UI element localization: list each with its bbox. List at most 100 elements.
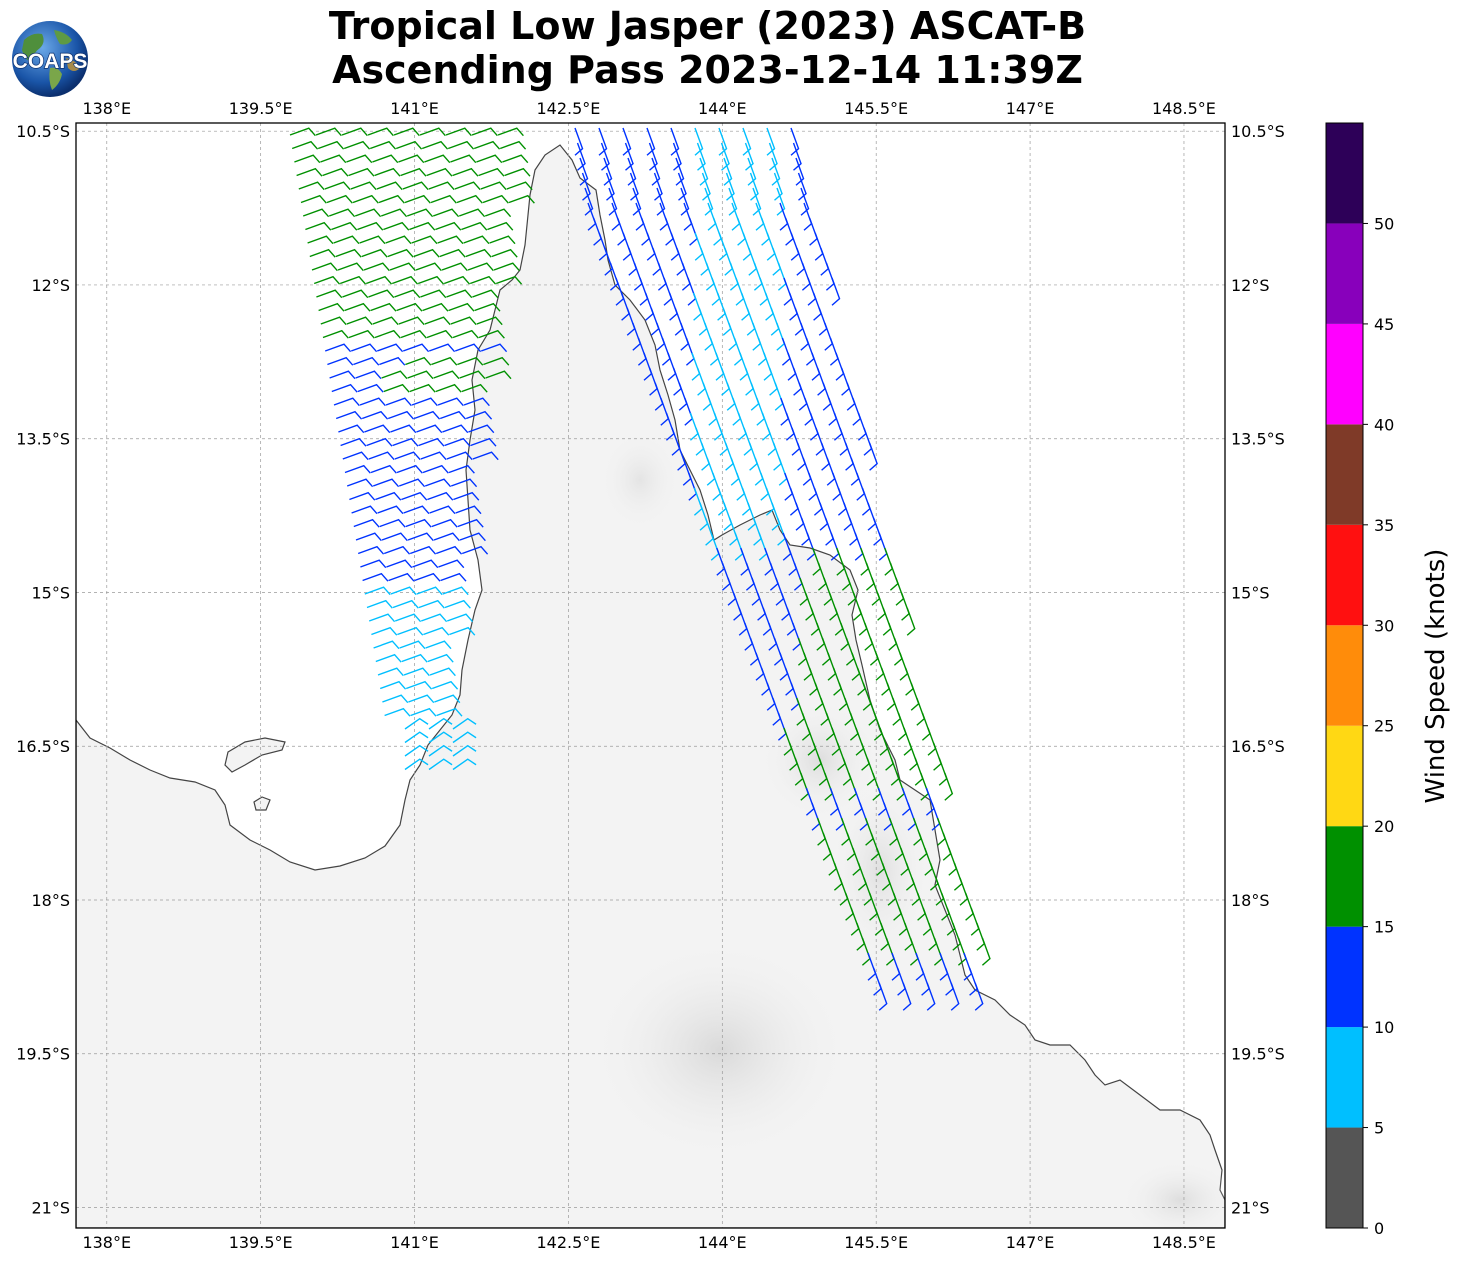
wind-barb bbox=[320, 316, 347, 326]
wind-barb bbox=[766, 127, 776, 156]
wind-barb bbox=[576, 142, 586, 171]
colorbar-bin bbox=[1326, 625, 1363, 726]
wind-barb bbox=[723, 157, 733, 186]
wind-barb bbox=[446, 289, 473, 299]
wind-barb bbox=[339, 275, 367, 285]
wind-barb bbox=[302, 208, 330, 218]
wind-barb bbox=[372, 478, 400, 488]
wind-barb bbox=[699, 157, 709, 186]
lon-tick-label-bottom: 144°E bbox=[698, 1233, 747, 1252]
wind-barb bbox=[447, 140, 475, 150]
wind-barb bbox=[584, 187, 594, 216]
wind-barb bbox=[338, 424, 365, 434]
wind-barb bbox=[370, 464, 397, 474]
wind-barb bbox=[411, 397, 438, 407]
wind-barb bbox=[478, 167, 505, 177]
lat-tick-label-right: 10.5°S bbox=[1231, 122, 1285, 141]
colorbar-tick-label: 40 bbox=[1374, 415, 1394, 434]
wind-barb bbox=[357, 545, 385, 555]
wind-barb bbox=[461, 221, 488, 231]
wind-barb bbox=[797, 172, 807, 201]
wind-barb bbox=[390, 424, 417, 434]
wind-barb bbox=[394, 451, 421, 461]
lon-tick-label-bottom: 139.5°E bbox=[229, 1233, 293, 1252]
wind-barb bbox=[403, 505, 430, 515]
wind-barb bbox=[651, 157, 661, 186]
wind-barb bbox=[398, 478, 426, 488]
wind-barb bbox=[446, 451, 473, 461]
wind-barb bbox=[646, 127, 656, 156]
wind-barb bbox=[383, 221, 410, 231]
wind-barb bbox=[309, 248, 336, 258]
wind-barb bbox=[380, 208, 408, 218]
wind-barb bbox=[331, 221, 358, 231]
wind-barb bbox=[480, 181, 507, 191]
wind-barb bbox=[431, 518, 458, 528]
wind-barb bbox=[371, 626, 398, 636]
wind-barb bbox=[378, 194, 405, 204]
wind-barb bbox=[444, 599, 471, 609]
wind-barb bbox=[600, 142, 610, 171]
wind-barb bbox=[436, 707, 463, 717]
wind-barb bbox=[499, 140, 527, 150]
wind-barb bbox=[428, 181, 455, 191]
wind-barb bbox=[413, 410, 441, 420]
wind-barb bbox=[326, 194, 353, 204]
wind-barb bbox=[574, 127, 584, 156]
wind-barb bbox=[463, 397, 490, 407]
wind-barb bbox=[385, 397, 412, 407]
wind-barb bbox=[424, 154, 451, 164]
wind-barb bbox=[675, 157, 685, 186]
wind-barb bbox=[372, 154, 399, 164]
terrain-shade bbox=[1120, 1160, 1225, 1228]
wind-barb bbox=[672, 142, 682, 171]
colorbar-tick-label: 35 bbox=[1374, 516, 1394, 535]
wind-barb bbox=[603, 157, 613, 186]
wind-barb bbox=[411, 235, 438, 245]
wind-barb bbox=[366, 437, 393, 447]
wind-barb bbox=[445, 127, 472, 137]
wind-barb bbox=[368, 451, 395, 461]
wind-barb bbox=[368, 613, 396, 623]
wind-barb bbox=[491, 248, 518, 258]
land-mass bbox=[76, 144, 1225, 1228]
wind-barb bbox=[340, 437, 367, 447]
wind-barb bbox=[422, 464, 449, 474]
wind-barb bbox=[350, 343, 378, 353]
wind-barb bbox=[396, 464, 423, 474]
wind-barb bbox=[379, 680, 407, 690]
wind-barb bbox=[420, 613, 448, 623]
wind-barb bbox=[430, 194, 457, 204]
wind-barb bbox=[414, 572, 441, 582]
wind-barb bbox=[495, 275, 523, 285]
wind-barb bbox=[452, 758, 477, 771]
wind-barb bbox=[409, 383, 436, 393]
colorbar-tick-label: 30 bbox=[1374, 616, 1394, 635]
wind-barb bbox=[773, 172, 783, 201]
wind-barb bbox=[392, 437, 419, 447]
wind-barb bbox=[405, 680, 433, 690]
chart-title: Tropical Low Jasper (2023) ASCAT-B Ascen… bbox=[0, 4, 1415, 92]
wind-barb bbox=[291, 140, 319, 150]
wind-barb bbox=[480, 343, 508, 353]
lat-tick-label-right: 19.5°S bbox=[1231, 1045, 1285, 1064]
wind-barb bbox=[402, 343, 430, 353]
wind-barb bbox=[433, 532, 460, 542]
wind-barb bbox=[413, 248, 440, 258]
wind-barb bbox=[493, 262, 520, 272]
lon-tick-label-bottom: 148.5°E bbox=[1152, 1233, 1216, 1252]
wind-barb bbox=[355, 532, 382, 542]
wind-barb bbox=[579, 157, 589, 186]
wind-barb bbox=[377, 667, 404, 677]
wind-barb bbox=[407, 370, 434, 380]
colorbar-bin bbox=[1326, 725, 1363, 827]
wind-barb bbox=[465, 410, 493, 420]
wind-barb bbox=[454, 343, 482, 353]
wind-barb bbox=[357, 221, 384, 231]
wind-barb bbox=[322, 167, 349, 177]
wind-barb bbox=[670, 127, 680, 156]
wind-barb bbox=[622, 127, 632, 156]
lat-tick-label-right: 15°S bbox=[1231, 583, 1270, 602]
wind-barb bbox=[452, 744, 477, 757]
lon-ticks-bottom: 138°E 139.5°E 141°E 142.5°E 144°E 145.5°E 147°… bbox=[82, 1233, 1215, 1252]
